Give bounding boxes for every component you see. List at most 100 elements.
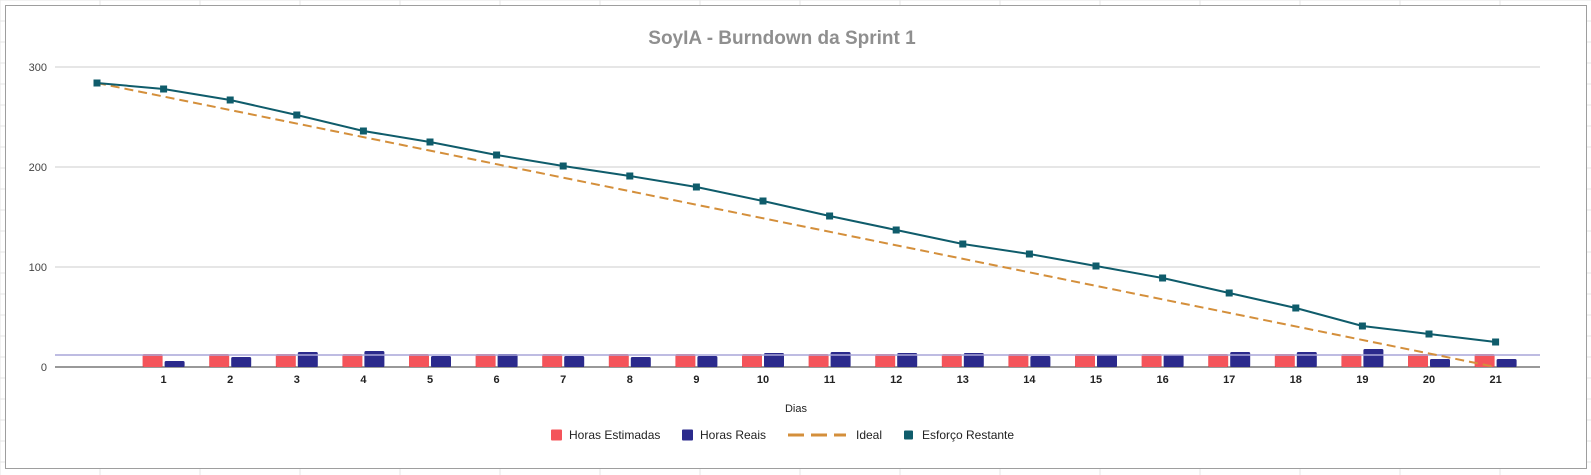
bar-horas-estimadas [1008, 354, 1029, 367]
bar-horas-estimadas [275, 354, 296, 367]
bar-horas-reais [497, 354, 518, 367]
x-axis-ticks: 1 2 3 4 5 6 7 8 9 10 11 12 13 14 15 16 17 18 19 20 21 [161, 374, 1502, 386]
point-esforco-restante [359, 127, 367, 135]
y-tick-label: 200 [29, 162, 47, 174]
point-esforco-restante [493, 151, 501, 159]
point-esforco-restante [826, 212, 834, 220]
bar-horas-estimadas [542, 354, 563, 367]
x-tick-label: 6 [494, 374, 500, 386]
y-tick-label: 100 [29, 262, 47, 274]
bars [142, 349, 1517, 367]
x-axis-title: Dias [785, 403, 808, 415]
bar-horas-reais [364, 351, 385, 367]
x-tick-label: 21 [1489, 374, 1501, 386]
point-esforco-restante [426, 138, 434, 146]
point-esforco-restante [293, 111, 301, 119]
x-tick-label: 11 [824, 374, 836, 386]
legend-label: Ideal [856, 428, 882, 442]
legend-swatch [551, 429, 562, 441]
chart-container[interactable] [5, 5, 1587, 469]
point-esforco-restante [959, 240, 967, 248]
x-tick-label: 19 [1356, 374, 1368, 386]
point-esforco-restante [1225, 289, 1233, 297]
gridlines [55, 66, 1540, 368]
point-esforco-restante [559, 162, 567, 170]
bar-horas-reais [630, 357, 651, 367]
point-esforco-restante [1092, 262, 1100, 270]
bar-horas-estimadas [209, 354, 230, 367]
x-tick-label: 17 [1223, 374, 1235, 386]
point-esforco-restante [626, 172, 634, 180]
bar-horas-reais [564, 356, 585, 367]
x-tick-label: 8 [627, 374, 633, 386]
bar-horas-reais [897, 353, 918, 367]
point-esforco-restante [93, 79, 101, 87]
x-tick-label: 12 [890, 374, 902, 386]
x-tick-label: 9 [693, 374, 699, 386]
x-tick-label: 3 [294, 374, 300, 386]
legend-swatch [904, 430, 913, 440]
x-tick-label: 1 [161, 374, 167, 386]
legend: Horas Estimadas Horas Reais Ideal Esforço R… [551, 428, 1014, 442]
point-esforco-restante [160, 85, 168, 93]
line-ideal [96, 82, 1496, 368]
bar-horas-estimadas [1474, 354, 1495, 367]
series-lines [55, 79, 1540, 368]
point-esforco-restante [1358, 322, 1366, 330]
point-esforco-restante [1292, 304, 1300, 312]
bar-horas-estimadas [608, 354, 629, 367]
legend-label: Horas Estimadas [569, 428, 660, 442]
legend-label: Esforço Restante [922, 428, 1014, 442]
bar-horas-reais [1097, 355, 1117, 367]
bar-horas-estimadas [675, 354, 696, 367]
bar-horas-estimadas [875, 354, 896, 367]
bar-horas-reais [231, 357, 252, 367]
line-esforco-restante [96, 82, 1496, 343]
bar-horas-estimadas [142, 354, 163, 367]
bar-horas-estimadas [342, 354, 363, 367]
legend-label: Horas Reais [700, 428, 766, 442]
legend-swatch [682, 429, 693, 441]
bar-horas-estimadas [475, 354, 496, 367]
bar-horas-reais [1163, 355, 1184, 367]
bar-horas-reais [697, 356, 718, 367]
bar-horas-estimadas [1274, 354, 1295, 367]
bar-horas-estimadas [1141, 354, 1162, 367]
bar-horas-estimadas [1408, 354, 1428, 367]
y-tick-label: 0 [41, 362, 47, 374]
point-esforco-restante [1025, 250, 1033, 258]
x-tick-label: 16 [1156, 374, 1168, 386]
bar-horas-reais [431, 356, 451, 367]
y-axis-ticks: 0 100 200 300 [29, 62, 47, 374]
x-tick-label: 18 [1290, 374, 1302, 386]
x-tick-label: 7 [560, 374, 566, 386]
x-tick-label: 10 [757, 374, 769, 386]
bar-horas-estimadas [941, 354, 962, 367]
bar-horas-reais [1363, 349, 1384, 367]
x-tick-label: 5 [427, 374, 433, 386]
bar-horas-estimadas [808, 354, 829, 367]
x-tick-label: 15 [1090, 374, 1102, 386]
point-esforco-restante [759, 197, 767, 205]
bar-horas-estimadas [1208, 354, 1229, 367]
x-tick-label: 20 [1423, 374, 1435, 386]
bar-horas-reais [1430, 359, 1450, 367]
bar-horas-reais [963, 353, 984, 367]
bar-horas-reais [764, 353, 784, 367]
bar-horas-reais [1496, 359, 1517, 367]
bar-horas-estimadas [742, 354, 762, 367]
point-esforco-restante [226, 96, 234, 104]
point-esforco-restante [1492, 338, 1500, 346]
bar-horas-reais [1030, 356, 1051, 367]
bar-horas-reais [164, 361, 185, 367]
point-esforco-restante [692, 183, 700, 191]
bar-horas-estimadas [1075, 354, 1095, 367]
x-tick-label: 14 [1023, 374, 1036, 386]
x-tick-label: 2 [227, 374, 233, 386]
y-tick-label: 300 [29, 62, 47, 74]
point-esforco-restante [1425, 330, 1433, 338]
x-tick-label: 4 [360, 374, 367, 386]
point-esforco-restante [1159, 274, 1167, 282]
bar-horas-estimadas [1341, 354, 1362, 367]
